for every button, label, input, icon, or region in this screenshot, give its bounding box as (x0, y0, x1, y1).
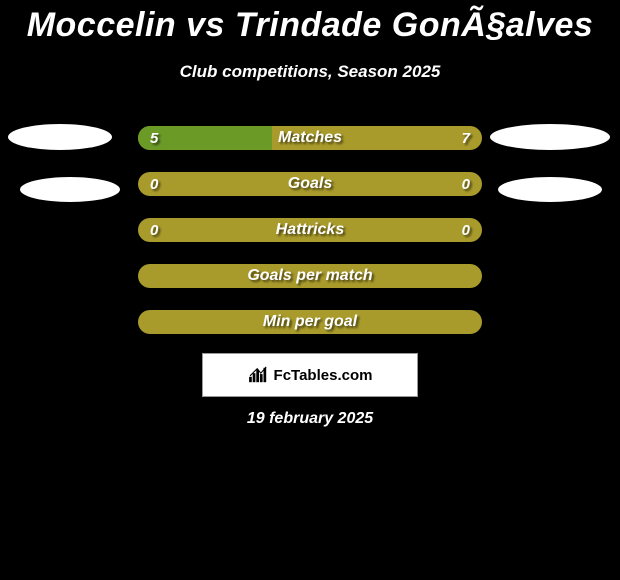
stat-right-value: 0 (462, 222, 470, 239)
stat-label: Hattricks (138, 221, 482, 239)
stat-row-matches: 5 Matches 7 (138, 126, 482, 150)
stat-label: Min per goal (138, 313, 482, 331)
player-left-avatar-1 (8, 124, 112, 150)
date-label: 19 february 2025 (0, 410, 620, 428)
stat-label: Goals per match (138, 267, 482, 285)
stat-label: Goals (138, 175, 482, 193)
stat-row-min-per-goal: Min per goal (138, 310, 482, 334)
stat-row-goals: 0 Goals 0 (138, 172, 482, 196)
attribution-box: FcTables.com (202, 353, 418, 397)
player-right-avatar-2 (498, 177, 602, 202)
player-left-avatar-2 (20, 177, 120, 202)
comparison-infographic: Moccelin vs Trindade GonÃ§alves Club com… (0, 0, 620, 580)
stat-label: Matches (138, 129, 482, 147)
bars-icon (248, 366, 270, 384)
subtitle: Club competitions, Season 2025 (0, 62, 620, 82)
stat-right-value: 7 (462, 130, 470, 147)
stat-right-value: 0 (462, 176, 470, 193)
attribution-text: FcTables.com (274, 367, 373, 384)
stat-row-goals-per-match: Goals per match (138, 264, 482, 288)
stat-row-hattricks: 0 Hattricks 0 (138, 218, 482, 242)
page-title: Moccelin vs Trindade GonÃ§alves (0, 6, 620, 45)
player-right-avatar-1 (490, 124, 610, 150)
